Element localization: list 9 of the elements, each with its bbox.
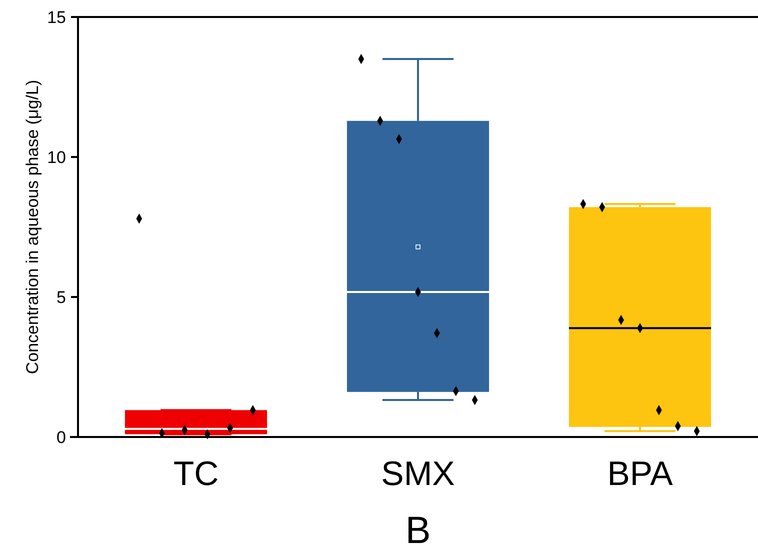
x-tick-label: BPA <box>607 455 674 493</box>
y-axis-title: Concentration in aqueous phase (μg/L) <box>23 80 42 374</box>
y-tick-label: 10 <box>47 148 66 167</box>
y-tick-label: 15 <box>47 8 66 27</box>
x-tick-label: TC <box>173 455 219 493</box>
y-tick-label: 0 <box>56 428 66 447</box>
x-tick-label: SMX <box>381 455 455 493</box>
y-tick-label: 5 <box>56 288 66 307</box>
text: B <box>405 510 431 552</box>
